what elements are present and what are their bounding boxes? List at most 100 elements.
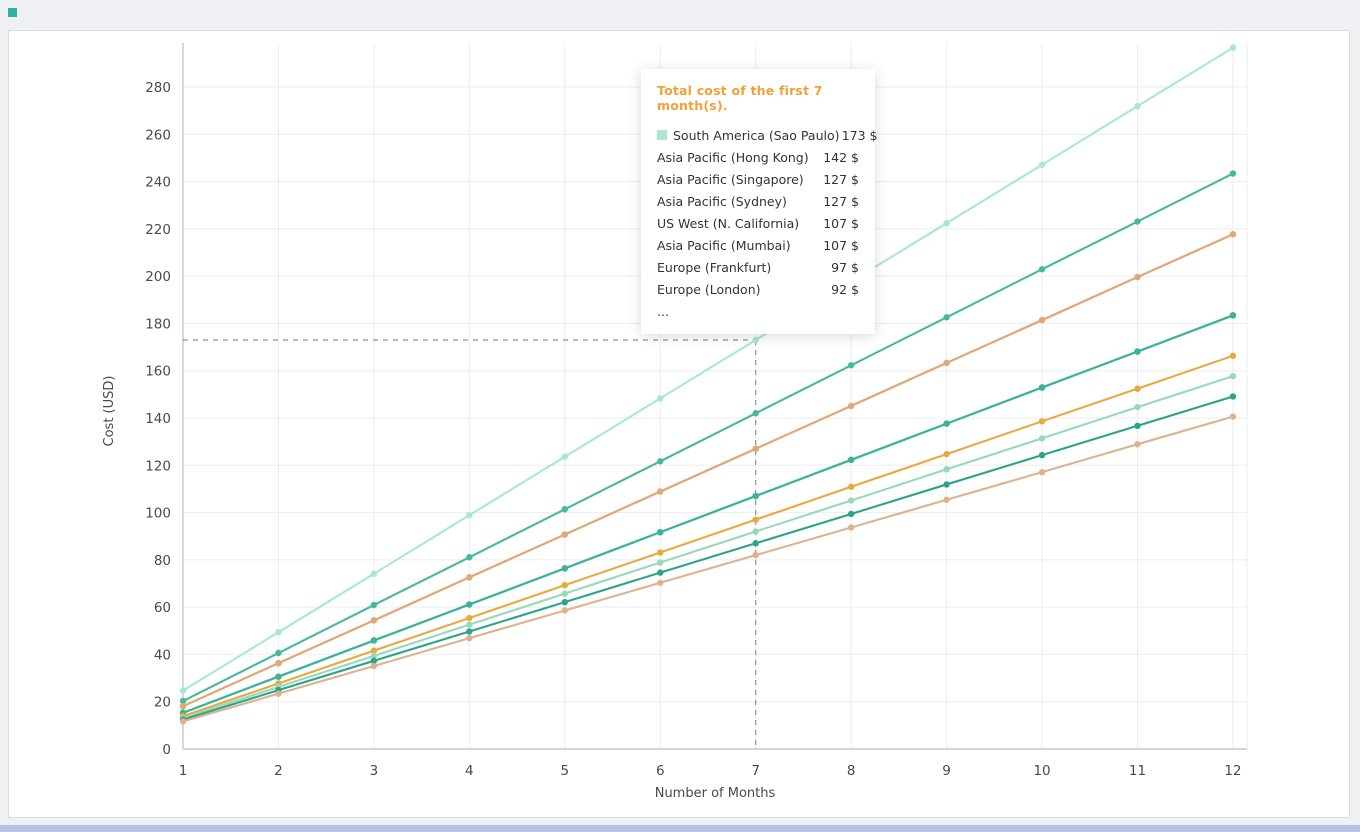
data-point[interactable]	[1038, 451, 1046, 459]
data-point[interactable]	[847, 524, 855, 531]
data-point[interactable]	[847, 362, 855, 369]
data-point[interactable]	[1038, 266, 1046, 273]
data-point[interactable]	[1038, 161, 1046, 168]
data-point[interactable]	[943, 420, 950, 427]
series-line[interactable]	[181, 395, 1234, 721]
series-line[interactable]	[181, 46, 1234, 692]
data-point[interactable]	[657, 528, 664, 536]
data-point[interactable]	[1134, 348, 1141, 355]
data-point[interactable]	[847, 402, 855, 410]
data-point[interactable]	[1038, 418, 1046, 425]
series-line[interactable]	[181, 233, 1234, 708]
data-point[interactable]	[1038, 384, 1046, 391]
data-point[interactable]	[752, 540, 759, 547]
series-line[interactable]	[181, 415, 1234, 723]
data-point[interactable]	[1229, 231, 1237, 238]
data-point[interactable]	[1038, 435, 1046, 442]
data-point[interactable]	[179, 718, 187, 725]
data-point[interactable]	[1134, 403, 1141, 411]
data-point[interactable]	[275, 649, 282, 657]
data-point[interactable]	[657, 458, 664, 465]
data-point[interactable]	[275, 629, 282, 636]
data-point[interactable]	[370, 652, 378, 660]
data-point[interactable]	[466, 614, 473, 622]
data-point[interactable]	[561, 598, 568, 606]
data-point[interactable]	[275, 673, 282, 680]
data-point[interactable]	[466, 634, 473, 642]
data-point[interactable]	[561, 590, 568, 597]
data-point[interactable]	[657, 395, 664, 402]
data-point[interactable]	[466, 621, 473, 628]
y-tick-label: 160	[145, 364, 171, 380]
data-point[interactable]	[847, 483, 855, 490]
data-point[interactable]	[752, 516, 759, 523]
data-point[interactable]	[657, 569, 664, 576]
data-point[interactable]	[370, 637, 378, 644]
data-point[interactable]	[657, 579, 664, 586]
data-point[interactable]	[275, 690, 282, 697]
data-point[interactable]	[466, 628, 473, 635]
data-point[interactable]	[943, 450, 950, 458]
data-point[interactable]	[752, 551, 759, 559]
data-point[interactable]	[1229, 393, 1237, 400]
data-point[interactable]	[561, 607, 568, 614]
tooltip-row: Europe (London) 92 $	[657, 278, 859, 300]
data-point[interactable]	[1134, 385, 1141, 392]
data-point[interactable]	[847, 510, 855, 518]
data-point[interactable]	[179, 697, 187, 705]
data-point[interactable]	[657, 549, 664, 556]
series-line[interactable]	[181, 354, 1234, 718]
data-point[interactable]	[1229, 44, 1237, 51]
data-point[interactable]	[561, 581, 568, 589]
data-point[interactable]	[466, 574, 473, 581]
data-point[interactable]	[1038, 468, 1046, 476]
data-point[interactable]	[1229, 372, 1237, 380]
data-point[interactable]	[561, 453, 568, 460]
data-point[interactable]	[370, 617, 378, 624]
data-point[interactable]	[561, 531, 568, 538]
data-point[interactable]	[657, 488, 664, 495]
data-point[interactable]	[370, 570, 378, 578]
data-point[interactable]	[943, 359, 950, 367]
data-point[interactable]	[1134, 218, 1141, 225]
data-point[interactable]	[943, 466, 950, 473]
data-point[interactable]	[561, 565, 568, 572]
data-point[interactable]	[847, 456, 855, 464]
data-point[interactable]	[179, 703, 187, 710]
data-point[interactable]	[943, 219, 950, 227]
data-point[interactable]	[466, 554, 473, 561]
data-point[interactable]	[752, 492, 759, 500]
data-point[interactable]	[752, 528, 759, 535]
data-point[interactable]	[943, 496, 950, 504]
data-point[interactable]	[1134, 273, 1141, 281]
data-point[interactable]	[752, 410, 759, 417]
series-line[interactable]	[181, 314, 1234, 714]
data-point[interactable]	[466, 601, 473, 608]
data-point[interactable]	[752, 336, 759, 344]
data-point[interactable]	[847, 497, 855, 504]
y-tick-label: 80	[154, 553, 171, 569]
data-point[interactable]	[1229, 352, 1237, 360]
data-point[interactable]	[657, 559, 664, 566]
data-point[interactable]	[561, 506, 568, 513]
data-point[interactable]	[466, 511, 473, 519]
data-point[interactable]	[1134, 441, 1141, 448]
data-point[interactable]	[370, 662, 378, 670]
data-point[interactable]	[179, 687, 187, 694]
data-point[interactable]	[1134, 102, 1141, 110]
data-point[interactable]	[943, 481, 950, 488]
series-line[interactable]	[181, 375, 1234, 720]
data-point[interactable]	[1229, 312, 1237, 319]
bottom-strip	[0, 825, 1360, 832]
data-point[interactable]	[752, 445, 759, 452]
data-point[interactable]	[1038, 316, 1046, 324]
data-point[interactable]	[943, 314, 950, 321]
data-point[interactable]	[275, 659, 282, 667]
data-point[interactable]	[370, 657, 378, 665]
data-point[interactable]	[370, 601, 378, 609]
data-point[interactable]	[1134, 422, 1141, 430]
data-point[interactable]	[370, 647, 378, 654]
data-point[interactable]	[1229, 170, 1237, 177]
data-point[interactable]	[1229, 413, 1237, 420]
series-line[interactable]	[181, 172, 1234, 703]
